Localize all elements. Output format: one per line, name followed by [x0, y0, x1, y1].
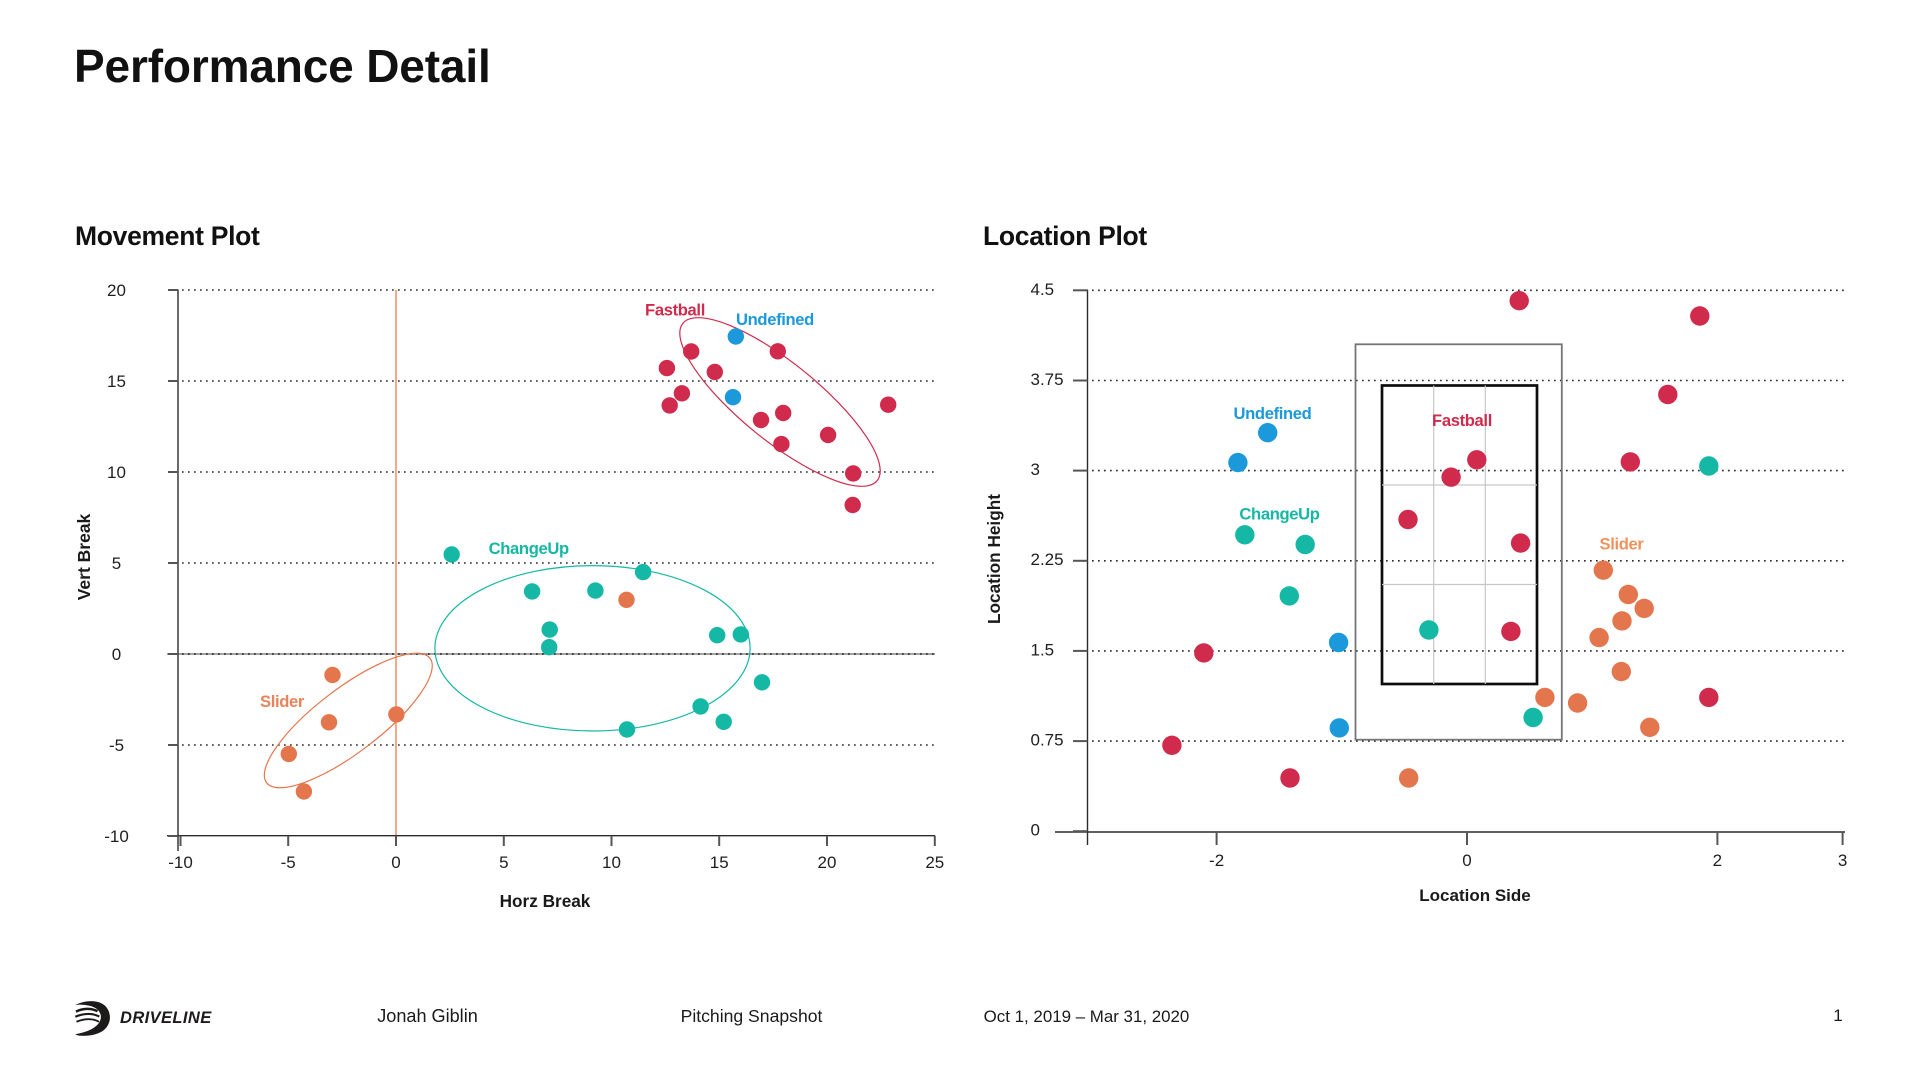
svg-text:2: 2	[1713, 851, 1722, 870]
svg-text:0: 0	[1462, 851, 1471, 870]
svg-text:Movement Plot: Movement Plot	[75, 221, 260, 251]
svg-text:Pitching Snapshot: Pitching Snapshot	[681, 1006, 823, 1026]
svg-text:Horz Break: Horz Break	[500, 891, 591, 911]
svg-text:Slider: Slider	[1599, 535, 1644, 554]
svg-text:-10: -10	[104, 827, 129, 846]
svg-text:Undefined: Undefined	[736, 310, 814, 329]
svg-text:Oct 1, 2019 – Mar 31, 2020: Oct 1, 2019 – Mar 31, 2020	[984, 1007, 1190, 1026]
svg-text:Location Height: Location Height	[984, 494, 1004, 624]
svg-text:Slider: Slider	[260, 692, 305, 711]
svg-text:Vert Break: Vert Break	[74, 513, 94, 600]
svg-text:-5: -5	[109, 736, 124, 755]
svg-text:Undefined: Undefined	[1234, 404, 1312, 423]
svg-text:0.75: 0.75	[1031, 731, 1064, 750]
svg-text:Fastball: Fastball	[1432, 411, 1492, 430]
svg-text:20: 20	[818, 853, 837, 872]
svg-text:-10: -10	[168, 853, 193, 872]
svg-text:4.5: 4.5	[1031, 280, 1055, 299]
svg-text:25: 25	[925, 853, 944, 872]
svg-text:Jonah Giblin: Jonah Giblin	[377, 1006, 478, 1026]
svg-text:-5: -5	[281, 853, 296, 872]
svg-text:10: 10	[602, 853, 621, 872]
svg-text:1: 1	[1833, 1006, 1842, 1025]
svg-text:Performance Detail: Performance Detail	[74, 40, 491, 92]
svg-text:0: 0	[1031, 821, 1040, 840]
svg-text:Fastball: Fastball	[645, 301, 705, 320]
svg-text:3.75: 3.75	[1031, 370, 1064, 389]
svg-text:2.25: 2.25	[1031, 550, 1064, 569]
svg-text:DRIVELINE: DRIVELINE	[120, 1009, 212, 1027]
svg-text:Location Side: Location Side	[1419, 886, 1530, 905]
svg-text:ChangeUp: ChangeUp	[1239, 505, 1319, 524]
svg-text:0: 0	[112, 645, 121, 664]
svg-text:15: 15	[710, 853, 729, 872]
svg-text:-2: -2	[1209, 851, 1224, 870]
svg-text:3: 3	[1031, 460, 1040, 479]
svg-text:10: 10	[107, 463, 126, 482]
svg-text:Location Plot: Location Plot	[983, 221, 1147, 251]
svg-text:0: 0	[391, 853, 400, 872]
svg-text:3: 3	[1838, 851, 1847, 870]
svg-text:5: 5	[112, 554, 121, 573]
svg-text:5: 5	[499, 853, 508, 872]
svg-text:20: 20	[107, 281, 126, 300]
svg-text:1.5: 1.5	[1031, 640, 1055, 659]
svg-text:ChangeUp: ChangeUp	[489, 539, 569, 558]
svg-text:15: 15	[107, 372, 126, 391]
